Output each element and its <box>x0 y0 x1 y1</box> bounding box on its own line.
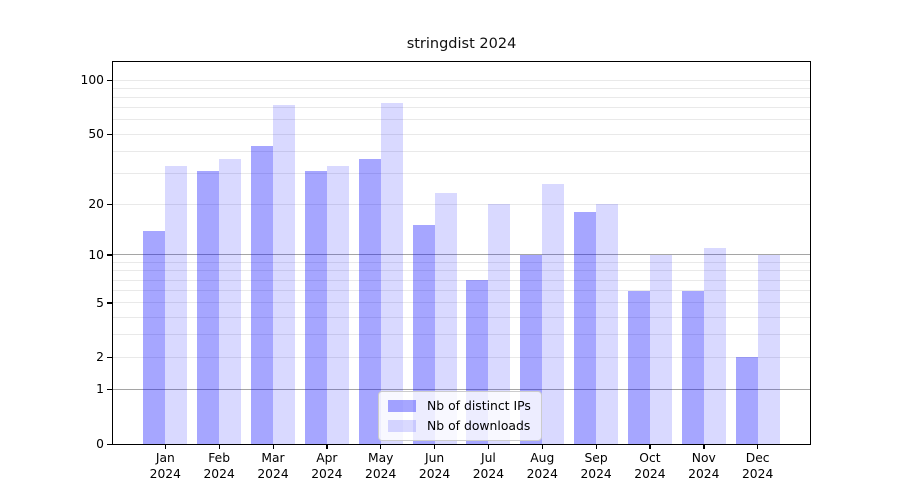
x-tick-mark <box>757 445 759 449</box>
legend: Nb of distinct IPs Nb of downloads <box>378 391 542 441</box>
bar-distinct-ips <box>412 225 435 444</box>
gridline <box>113 316 810 318</box>
y-tick-label: 10 <box>88 247 104 262</box>
plot-area <box>112 61 811 445</box>
gridline <box>113 262 810 263</box>
gridline <box>113 334 810 336</box>
gridline <box>113 107 810 109</box>
gridline-emphasized <box>113 388 810 390</box>
chart-title: stringdist 2024 <box>406 36 517 52</box>
x-tick-label: Oct 2024 <box>634 451 666 481</box>
x-tick-mark <box>434 445 436 449</box>
bar-downloads <box>326 166 349 444</box>
legend-swatch-distinct-ips-icon <box>388 399 416 412</box>
x-tick-label: Jul 2024 <box>472 451 505 481</box>
x-tick-label: Sep 2024 <box>580 451 612 481</box>
y-tick-label: 1 <box>96 382 104 397</box>
bar-downloads <box>380 102 403 444</box>
bar-distinct-ips <box>735 357 758 444</box>
bar-distinct-ips <box>627 290 650 444</box>
gridline <box>113 150 810 152</box>
y-tick-mark <box>107 356 112 359</box>
x-tick-label: Aug 2024 <box>526 451 558 481</box>
x-tick-label: Apr 2024 <box>311 451 343 481</box>
bar-downloads <box>703 248 726 444</box>
gridline <box>113 87 810 89</box>
gridline <box>113 97 810 99</box>
legend-item-downloads: Nb of downloads <box>388 418 531 433</box>
y-tick-mark <box>107 203 112 205</box>
gridline <box>113 133 810 135</box>
legend-item-distinct-ips: Nb of distinct IPs <box>388 398 531 413</box>
gridline <box>113 270 810 272</box>
bar-distinct-ips <box>358 159 381 444</box>
x-tick-mark <box>649 445 651 449</box>
y-tick-label: 5 <box>96 295 104 310</box>
bar-distinct-ips <box>143 230 166 444</box>
x-tick-mark <box>595 445 597 449</box>
bar-downloads <box>219 159 242 444</box>
bar-downloads <box>273 104 295 444</box>
gridline <box>113 302 810 304</box>
x-tick-label: Mar 2024 <box>257 451 289 481</box>
x-tick-mark <box>541 445 544 449</box>
x-tick-mark <box>703 445 705 449</box>
bar-downloads <box>596 204 619 444</box>
y-tick-mark <box>107 133 112 135</box>
y-tick-mark <box>107 254 112 256</box>
bar-distinct-ips <box>681 290 704 444</box>
gridline <box>113 279 810 281</box>
legend-swatch-downloads-icon <box>388 419 416 432</box>
legend-label-distinct-ips: Nb of distinct IPs <box>427 398 531 413</box>
x-tick-mark <box>164 445 167 449</box>
gridline <box>113 356 810 358</box>
x-tick-label: May 2024 <box>365 451 397 481</box>
x-tick-label: Nov 2024 <box>688 451 720 481</box>
gridline-emphasized <box>113 254 810 256</box>
bar-downloads <box>757 254 780 444</box>
bar-distinct-ips <box>304 170 327 444</box>
gridline <box>113 172 810 174</box>
x-tick-label: Dec 2024 <box>741 451 774 481</box>
bar-downloads <box>488 204 511 444</box>
legend-label-downloads: Nb of downloads <box>427 418 531 433</box>
y-tick-label: 0 <box>96 437 104 451</box>
x-tick-label: Feb 2024 <box>203 451 235 481</box>
x-tick-mark <box>326 445 328 449</box>
y-tick-label: 2 <box>96 350 104 365</box>
bar-distinct-ips <box>197 170 220 444</box>
x-tick-mark <box>272 445 274 449</box>
x-tick-label: Jun 2024 <box>418 451 451 481</box>
gridline <box>113 119 810 121</box>
gridline <box>113 203 810 205</box>
y-tick-mark <box>107 79 112 81</box>
y-tick-mark <box>107 443 112 445</box>
y-tick-label: 50 <box>88 127 104 142</box>
x-tick-label: Jan 2024 <box>149 451 181 481</box>
x-tick-mark <box>380 445 382 449</box>
y-tick-mark <box>107 302 112 304</box>
bar-downloads <box>165 166 188 444</box>
gridline <box>113 290 810 292</box>
bar-downloads <box>542 184 565 444</box>
x-tick-mark <box>487 445 490 449</box>
y-tick-mark <box>107 388 112 391</box>
bar-downloads <box>434 193 457 444</box>
gridline <box>113 79 810 81</box>
bar-distinct-ips <box>251 145 273 444</box>
y-tick-label: 20 <box>88 197 104 212</box>
bar-distinct-ips <box>574 211 597 444</box>
bar-downloads <box>649 254 672 444</box>
x-tick-mark <box>218 445 220 449</box>
y-tick-label: 100 <box>80 73 104 88</box>
